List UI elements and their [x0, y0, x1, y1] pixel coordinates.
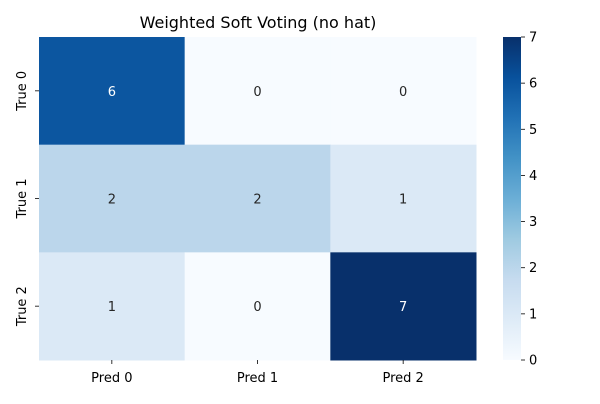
cell-value-label: 2 [108, 193, 116, 208]
colorbar-tick-label: 2 [529, 261, 537, 276]
heatmap-cell [184, 252, 331, 361]
colorbar-tick-label: 3 [529, 215, 537, 230]
cell-value-label: 0 [253, 85, 261, 100]
heatmap-cell [184, 144, 331, 253]
cell-value-label: 7 [399, 300, 407, 315]
colorbar-tick-label: 6 [529, 77, 537, 92]
heatmap-cell [39, 37, 186, 146]
y-axis: True 0 True 1 True 2 [15, 71, 39, 327]
heatmap-cell-labels: 6 0 0 2 2 1 1 0 7 [108, 85, 408, 315]
heatmap-cell [184, 37, 331, 146]
y-tick-label: True 0 [15, 71, 30, 112]
cell-value-label: 0 [399, 85, 407, 100]
cell-value-label: 0 [253, 300, 261, 315]
colorbar-tick-label: 0 [529, 354, 537, 369]
colorbar: 0 1 2 3 4 5 6 7 [503, 31, 537, 369]
heatmap-cell [39, 252, 186, 361]
cell-value-label: 1 [399, 193, 407, 208]
x-tick-label: Pred 2 [383, 371, 424, 386]
colorbar-tick-label: 7 [529, 31, 537, 46]
heatmap-cell [330, 37, 477, 146]
colorbar-tick-label: 5 [529, 123, 537, 138]
colorbar-tick-label: 1 [529, 307, 537, 322]
cell-value-label: 2 [253, 193, 261, 208]
y-tick-label: True 2 [15, 286, 30, 327]
heatmap-cell [39, 144, 186, 253]
x-tick-label: Pred 0 [91, 371, 132, 386]
y-tick-label: True 1 [15, 178, 30, 219]
x-tick-label: Pred 1 [237, 371, 278, 386]
cell-value-label: 6 [108, 85, 116, 100]
chart-title: Weighted Soft Voting (no hat) [140, 13, 377, 32]
cell-value-label: 1 [108, 300, 116, 315]
x-axis: Pred 0 Pred 1 Pred 2 [91, 360, 424, 386]
heatmap-cell [330, 252, 477, 361]
colorbar-bar [503, 37, 521, 360]
colorbar-tick-label: 4 [529, 169, 537, 184]
heatmap-cells [39, 37, 477, 361]
heatmap-cell [330, 144, 477, 253]
